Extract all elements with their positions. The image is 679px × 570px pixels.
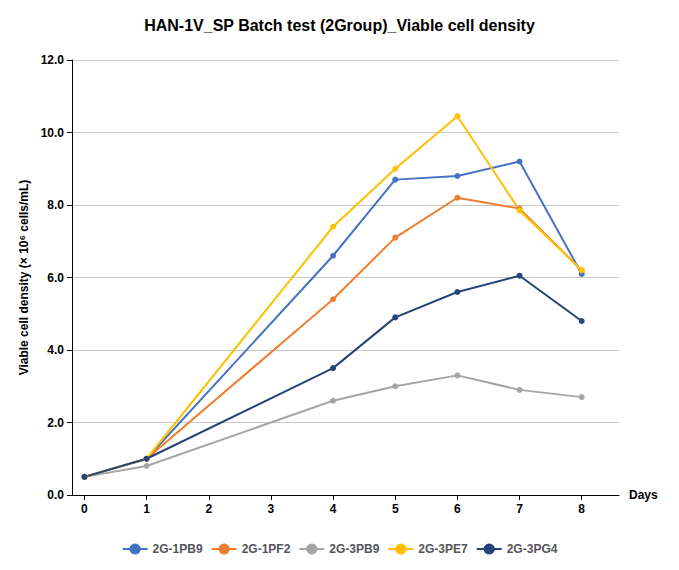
svg-text:2G-1PB9: 2G-1PB9 [153, 542, 203, 556]
svg-text:HAN-1V_SP Batch test (2Group)_: HAN-1V_SP Batch test (2Group)_Viable cel… [144, 17, 535, 34]
svg-text:Viable cell density (× 10⁶ cel: Viable cell density (× 10⁶ cells/mL) [17, 180, 31, 376]
svg-text:12.0: 12.0 [41, 53, 65, 67]
svg-text:5: 5 [392, 502, 399, 516]
svg-text:0.0: 0.0 [47, 488, 64, 502]
svg-text:2G-3PE7: 2G-3PE7 [418, 542, 468, 556]
svg-text:10.0: 10.0 [41, 126, 65, 140]
svg-text:Days: Days [629, 488, 658, 502]
svg-text:0: 0 [81, 502, 88, 516]
svg-text:4: 4 [330, 502, 337, 516]
svg-text:2: 2 [205, 502, 212, 516]
svg-text:6.0: 6.0 [47, 271, 64, 285]
svg-text:2G-3PG4: 2G-3PG4 [507, 542, 558, 556]
svg-text:2.0: 2.0 [47, 416, 64, 430]
svg-text:6: 6 [454, 502, 461, 516]
svg-text:3: 3 [268, 502, 275, 516]
svg-text:2G-3PB9: 2G-3PB9 [329, 542, 379, 556]
svg-text:2G-1PF2: 2G-1PF2 [242, 542, 291, 556]
svg-text:1: 1 [143, 502, 150, 516]
svg-text:4.0: 4.0 [47, 343, 64, 357]
svg-text:8: 8 [578, 502, 585, 516]
svg-text:7: 7 [516, 502, 523, 516]
svg-text:8.0: 8.0 [47, 198, 64, 212]
